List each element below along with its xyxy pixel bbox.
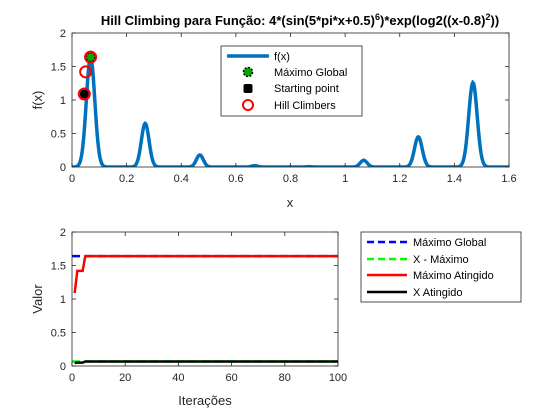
chart-bottom-xtick-label: 20 bbox=[119, 372, 131, 384]
legend-swatch-maximo-global bbox=[242, 66, 254, 78]
legend-label-maximo-global-line: Máximo Global bbox=[413, 237, 486, 249]
chart-bottom-ytick-label: 0 bbox=[60, 361, 66, 373]
legend-label-fx: f(x) bbox=[274, 51, 290, 63]
chart-bottom-xtick-label: 80 bbox=[279, 372, 291, 384]
legend-label-x-atingido: X Atingido bbox=[413, 287, 463, 299]
chart-bottom-ytick-label: 1.5 bbox=[51, 261, 66, 273]
chart-top-xtick-label: 1.2 bbox=[392, 173, 407, 185]
legend-label-starting-point: Starting point bbox=[274, 83, 339, 95]
chart-top-ylabel: f(x) bbox=[30, 91, 45, 110]
chart-top-xtick-label: 1.6 bbox=[501, 173, 516, 185]
legend-label-hill-climbers: Hill Climbers bbox=[274, 100, 336, 112]
chart-top: Hill Climbing para Função: 4*(sin(5*pi*x… bbox=[30, 12, 517, 210]
maximo-global-marker bbox=[85, 51, 96, 63]
hill-climber-marker bbox=[79, 65, 93, 79]
chart-top-xtick-label: 0 bbox=[69, 173, 75, 185]
hill-climber-marker bbox=[84, 50, 98, 64]
chart-top-xtick-label: 1 bbox=[342, 173, 348, 185]
chart-top-legend: f(x) Máximo Global Starting point Hill C… bbox=[220, 45, 363, 117]
chart-top-ytick-label: 0 bbox=[60, 162, 66, 174]
chart-bottom-ytick-label: 2 bbox=[60, 227, 66, 239]
chart-bottom-legend: Máximo Global X - Máximo Máximo Atingido… bbox=[360, 231, 522, 303]
chart-top-title: Hill Climbing para Função: 4*(sin(5*pi*x… bbox=[101, 12, 499, 28]
legend-label-maximo-global: Máximo Global bbox=[274, 67, 347, 79]
starting-point-marker bbox=[79, 89, 89, 99]
chart-top-ytick-label: 1.5 bbox=[51, 62, 66, 74]
chart-bottom-xtick-label: 40 bbox=[172, 372, 184, 384]
legend-box-bottom bbox=[360, 231, 522, 303]
chart-bottom-plot-area bbox=[72, 232, 338, 366]
chart-bottom-xlabel: Iterações bbox=[178, 393, 232, 408]
chart-bottom-xtick-label: 100 bbox=[329, 372, 347, 384]
chart-top-xlabel: x bbox=[287, 195, 294, 210]
chart-top-ytick-label: 1 bbox=[60, 95, 66, 107]
series-line-x-atingido bbox=[74, 360, 338, 365]
chart-bottom-ytick-label: 0.5 bbox=[51, 328, 66, 340]
legend-label-maximo-atingido: Máximo Atingido bbox=[413, 270, 494, 282]
chart-top-xtick-label: 0.2 bbox=[119, 173, 134, 185]
legend-label-x-maximo: X - Máximo bbox=[413, 254, 469, 266]
chart-top-xtick-label: 1.4 bbox=[447, 173, 462, 185]
chart-top-ytick-label: 0.5 bbox=[51, 129, 66, 141]
series-line-m-ximo-atingido bbox=[73, 254, 338, 294]
chart-bottom-xtick-label: 60 bbox=[225, 372, 237, 384]
chart-top-ytick-label: 2 bbox=[60, 28, 66, 40]
legend-swatch-hill-climbers bbox=[242, 99, 254, 111]
legend-swatch-starting-point bbox=[243, 84, 253, 93]
chart-top-xtick-label: 0.6 bbox=[228, 173, 243, 185]
chart-bottom-ylabel: Valor bbox=[30, 284, 45, 314]
chart-bottom-xtick-label: 0 bbox=[69, 372, 75, 384]
series-line-fx bbox=[72, 53, 509, 167]
chart-bottom-ytick-label: 1 bbox=[60, 294, 66, 306]
chart-top-xtick-label: 0.4 bbox=[174, 173, 189, 185]
chart-top-xtick-label: 0.8 bbox=[283, 173, 298, 185]
chart-bottom: 0 20 40 60 80 100 0 0.5 1 1.5 2 Iterações Valor Má… bbox=[30, 227, 522, 408]
hill-climber-marker bbox=[77, 87, 91, 101]
